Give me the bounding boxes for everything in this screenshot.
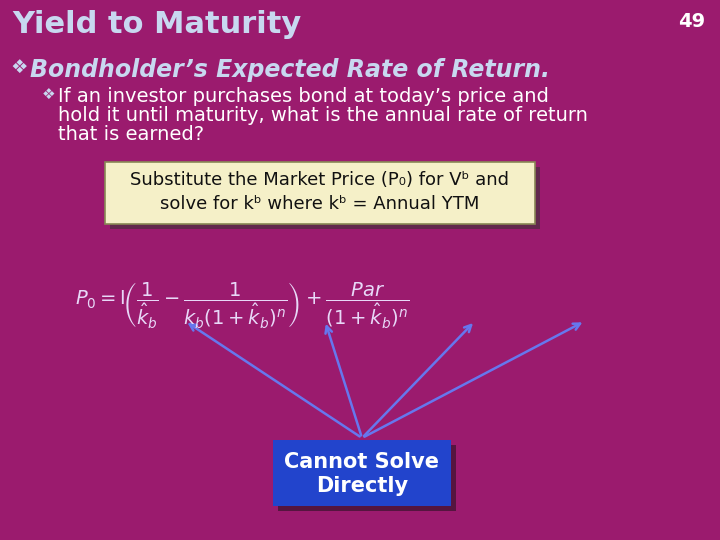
- Text: $\mathit{P_0} = \mathrm{I}\!\left(\dfrac{1}{\hat{k}_{b}} - \dfrac{1}{k_{b}(1+\ha: $\mathit{P_0} = \mathrm{I}\!\left(\dfrac…: [75, 280, 410, 330]
- Text: If an investor purchases bond at today’s price and: If an investor purchases bond at today’s…: [58, 87, 549, 106]
- Text: Cannot Solve: Cannot Solve: [284, 452, 439, 472]
- Text: hold it until maturity, what is the annual rate of return: hold it until maturity, what is the annu…: [58, 106, 588, 125]
- Text: Bondholder’s Expected Rate of Return.: Bondholder’s Expected Rate of Return.: [30, 58, 550, 82]
- Text: 49: 49: [678, 12, 705, 31]
- FancyBboxPatch shape: [273, 440, 451, 506]
- FancyBboxPatch shape: [110, 167, 540, 229]
- Text: Directly: Directly: [316, 476, 408, 496]
- Text: Substitute the Market Price (P₀) for Vᵇ and: Substitute the Market Price (P₀) for Vᵇ …: [130, 171, 510, 189]
- Text: Yield to Maturity: Yield to Maturity: [12, 10, 301, 39]
- Text: ❖: ❖: [42, 87, 55, 102]
- FancyBboxPatch shape: [278, 445, 456, 511]
- Text: ❖: ❖: [10, 58, 27, 77]
- Text: that is earned?: that is earned?: [58, 125, 204, 144]
- FancyBboxPatch shape: [105, 162, 535, 224]
- Text: solve for kᵇ where kᵇ = Annual YTM: solve for kᵇ where kᵇ = Annual YTM: [161, 195, 480, 213]
